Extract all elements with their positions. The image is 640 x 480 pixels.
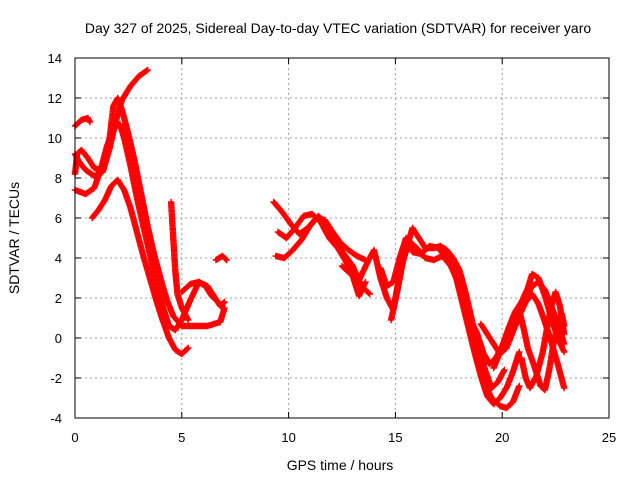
y-tick-label: 12	[48, 91, 62, 106]
data-point	[560, 384, 568, 392]
data-point	[366, 290, 373, 298]
y-tick-label: -4	[50, 411, 62, 426]
data-point	[560, 340, 568, 348]
series-arc-06	[167, 198, 192, 324]
data-point	[516, 382, 523, 390]
y-tick-label: 2	[55, 291, 62, 306]
x-tick-label: 10	[281, 430, 295, 445]
data-point	[184, 345, 191, 353]
y-tick-label: 6	[55, 211, 62, 226]
data-point	[185, 316, 192, 324]
data-point	[86, 118, 94, 126]
series-arc-05	[88, 176, 192, 358]
x-tick-label: 5	[178, 430, 185, 445]
series-arc-09	[270, 198, 369, 264]
plot-frame	[74, 57, 610, 419]
x-tick-label: 15	[388, 430, 402, 445]
x-tick-labels: 0 5 10 15 20 25	[71, 430, 616, 445]
series-arc-08	[212, 252, 230, 264]
data-point	[516, 348, 523, 356]
data-point	[144, 66, 151, 74]
y-tick-label: 0	[55, 331, 62, 346]
y-tick-label: 8	[55, 171, 62, 186]
data-point	[143, 67, 150, 74]
axis-ticks	[74, 57, 610, 419]
y-tick-label: 10	[48, 131, 62, 146]
data-point	[221, 298, 228, 306]
chart-title: Day 327 of 2025, Sidereal Day-to-day VTE…	[85, 20, 591, 36]
data-point	[222, 256, 230, 263]
x-tick-label: 20	[495, 430, 509, 445]
data-point	[223, 256, 230, 264]
data-points	[71, 66, 568, 412]
x-axis-label: GPS time / hours	[287, 457, 394, 473]
series-arc-07	[178, 278, 228, 310]
y-tick-label: 14	[48, 51, 62, 66]
data-point	[560, 330, 568, 338]
series-arc-19	[518, 288, 568, 392]
y-tick-labels: -4 -2 0 2 4 6 8 10 12 14	[48, 51, 62, 426]
data-point	[220, 299, 227, 306]
series-arc-01	[71, 114, 94, 130]
x-tick-label: 25	[602, 430, 616, 445]
data-point	[560, 348, 568, 356]
data-point	[185, 344, 192, 352]
y-axis-label: SDTVAR / TECUs	[6, 182, 22, 294]
series-arc-17	[490, 278, 568, 372]
y-tick-label: -2	[50, 371, 62, 386]
x-tick-label: 0	[71, 430, 78, 445]
y-tick-label: 4	[55, 251, 62, 266]
grid-lines	[75, 58, 609, 418]
data-point	[365, 289, 373, 297]
data-point	[501, 366, 508, 374]
data-point	[362, 278, 369, 286]
